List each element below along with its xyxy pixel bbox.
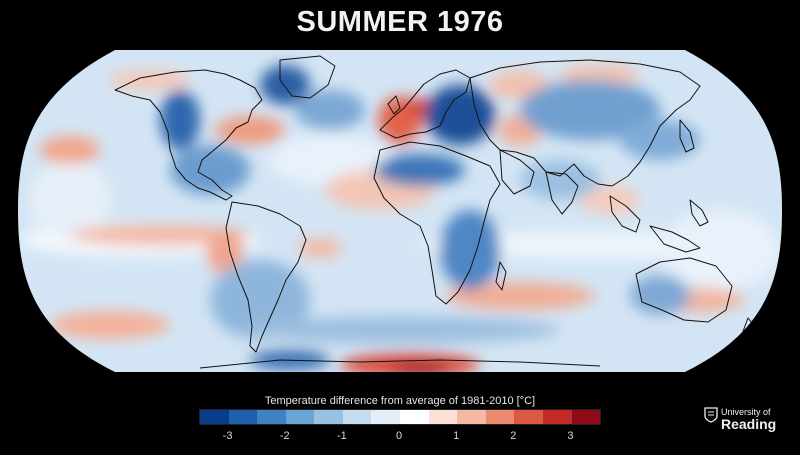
- colorbar-tick-label: -1: [336, 430, 347, 442]
- university-logo: University of Reading: [704, 405, 784, 435]
- colorbar-segment: [514, 410, 543, 424]
- colorbar-tick-label: 3: [567, 430, 574, 442]
- legend-title: Temperature difference from average of 1…: [264, 395, 536, 407]
- shield-icon: [704, 407, 718, 423]
- colorbar-segment: [314, 410, 343, 424]
- colorbar-tick-label: 1: [453, 430, 460, 442]
- colorbar-segment: [571, 410, 601, 424]
- colorbar-segment: [228, 410, 258, 424]
- colorbar-segment: [542, 410, 572, 424]
- colorbar-segment: [200, 410, 229, 424]
- anomaly-field: [18, 50, 782, 372]
- colorbar-tick-label: -2: [279, 430, 290, 442]
- colorbar: [199, 409, 601, 425]
- logo-line-2: Reading: [721, 416, 777, 432]
- colorbar-tick-label: -3: [222, 430, 233, 442]
- logo-line-1: University of: [721, 407, 771, 417]
- colorbar-segment: [485, 410, 515, 424]
- colorbar-segment: [257, 410, 286, 424]
- colorbar-segment: [342, 410, 372, 424]
- coastlines: [114, 55, 757, 369]
- colorbar-segment: [371, 410, 401, 424]
- colorbar-tick-label: 0: [395, 430, 403, 442]
- colorbar-tick-label: 2: [510, 430, 517, 442]
- colorbar-segment: [428, 410, 458, 424]
- colorbar-segment: [285, 410, 315, 424]
- colorbar-segment: [457, 410, 486, 424]
- colorbar-segment: [400, 410, 429, 424]
- map-title: SUMMER 1976: [296, 6, 504, 38]
